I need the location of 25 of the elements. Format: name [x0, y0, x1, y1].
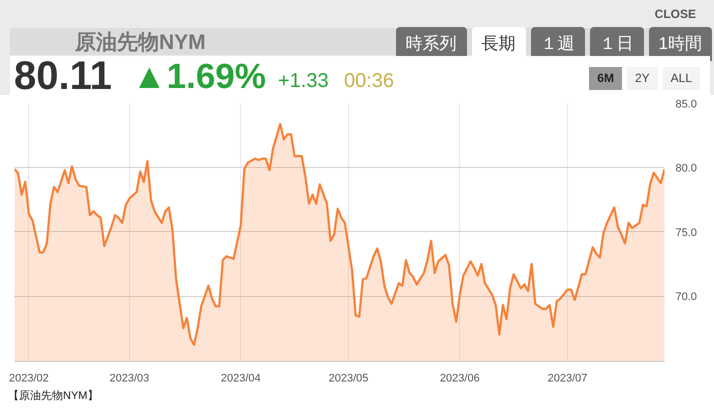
x-tick-label: 2023/04: [220, 372, 261, 384]
text: CLOSE: [654, 6, 696, 23]
text: 6M: [589, 67, 622, 90]
y-tick-label: 85.0: [676, 98, 697, 110]
text: 【原油先物NYM】: [7, 389, 98, 404]
text: 長期: [472, 27, 526, 62]
y-tick-label: 75.0: [676, 226, 697, 239]
text: 1時間: [648, 27, 712, 62]
text: 80.11: [14, 54, 112, 98]
text: １週: [530, 27, 585, 62]
x-tick-label: 2023/06: [440, 372, 480, 384]
text: +1.33: [278, 69, 329, 94]
text: 2Y: [626, 67, 658, 90]
x-tick-label: 2023/03: [110, 372, 150, 384]
chart-title: 原油先物NYM: [75, 30, 206, 56]
text: ▲1.69%: [132, 57, 266, 96]
text: １日: [590, 27, 644, 62]
text: ALL: [662, 67, 700, 90]
x-tick-label: 2023/02: [8, 372, 49, 384]
y-tick-label: 70.0: [676, 291, 697, 304]
x-tick-label: 2023/07: [548, 372, 588, 384]
text: 時系列: [396, 27, 467, 62]
text: 00:36: [344, 69, 394, 94]
x-tick-label: 2023/05: [328, 372, 368, 384]
y-tick-label: 80.0: [676, 162, 697, 175]
